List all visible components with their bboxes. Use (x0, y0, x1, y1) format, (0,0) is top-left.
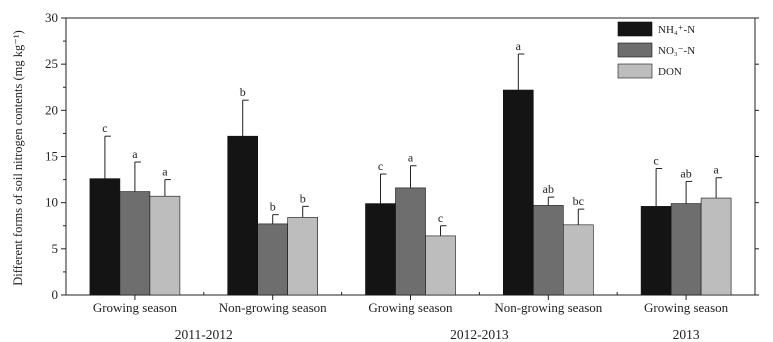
significance-letter: a (408, 151, 414, 165)
significance-letter: c (102, 121, 107, 135)
x-category-label: Growing season (93, 300, 178, 315)
significance-letter: b (270, 200, 276, 214)
significance-letter: bc (573, 194, 584, 208)
bar (287, 217, 319, 296)
bar (700, 197, 732, 296)
y-tick-label: 5 (52, 241, 59, 256)
significance-letter: b (300, 191, 306, 205)
x-category-label: Growing season (368, 300, 453, 315)
y-tick-label: 30 (45, 10, 58, 25)
bar (532, 205, 564, 296)
bars-layer (89, 89, 732, 296)
y-tick-label: 15 (45, 149, 58, 164)
y-tick-label: 0 (52, 287, 59, 302)
significance-letter: a (713, 163, 719, 177)
legend-swatch (617, 21, 653, 37)
legend-label: NO₃⁻-N (658, 45, 695, 57)
period-label: 2012-2013 (450, 327, 509, 342)
period-label: 2011-2012 (175, 327, 233, 342)
x-category-label: Non-growing season (494, 300, 602, 315)
y-tick-label: 10 (45, 195, 58, 210)
bar (257, 223, 289, 296)
significance-letter: c (378, 159, 383, 173)
error-bars-layer (104, 53, 723, 236)
x-category-label: Growing season (644, 300, 729, 315)
x-category-label: Non-growing season (219, 300, 327, 315)
y-tick-label: 25 (45, 56, 58, 71)
y-tick-label: 20 (45, 102, 58, 117)
bar (119, 191, 151, 296)
period-label: 2013 (673, 327, 700, 342)
significance-letter: a (516, 39, 522, 53)
legend-swatch (617, 63, 653, 79)
labels-layer: Growing season c a a Non-growing season b b b Gr… (93, 39, 729, 342)
legend: NH₄⁺-N NO₃⁻-N DON (617, 21, 695, 79)
significance-letter: a (162, 165, 168, 179)
bar (425, 235, 456, 296)
legend-label: NH₄⁺-N (658, 24, 695, 36)
bar (395, 187, 426, 296)
bar (670, 203, 702, 296)
legend-label: DON (658, 66, 682, 78)
bar (227, 135, 258, 296)
significance-letter: a (132, 147, 138, 161)
significance-letter: b (240, 85, 246, 99)
significance-letter: ab (680, 166, 691, 180)
bar (502, 89, 534, 296)
bar (89, 178, 121, 296)
significance-letter: c (653, 154, 658, 168)
legend-swatch (617, 42, 653, 58)
bar (149, 195, 181, 296)
bar (640, 206, 672, 296)
bar (562, 224, 594, 296)
y-axis-label: Different forms of soil nitrogen content… (11, 30, 25, 286)
significance-letter: c (438, 211, 443, 225)
significance-letter: ab (543, 182, 554, 196)
bar (365, 203, 396, 296)
